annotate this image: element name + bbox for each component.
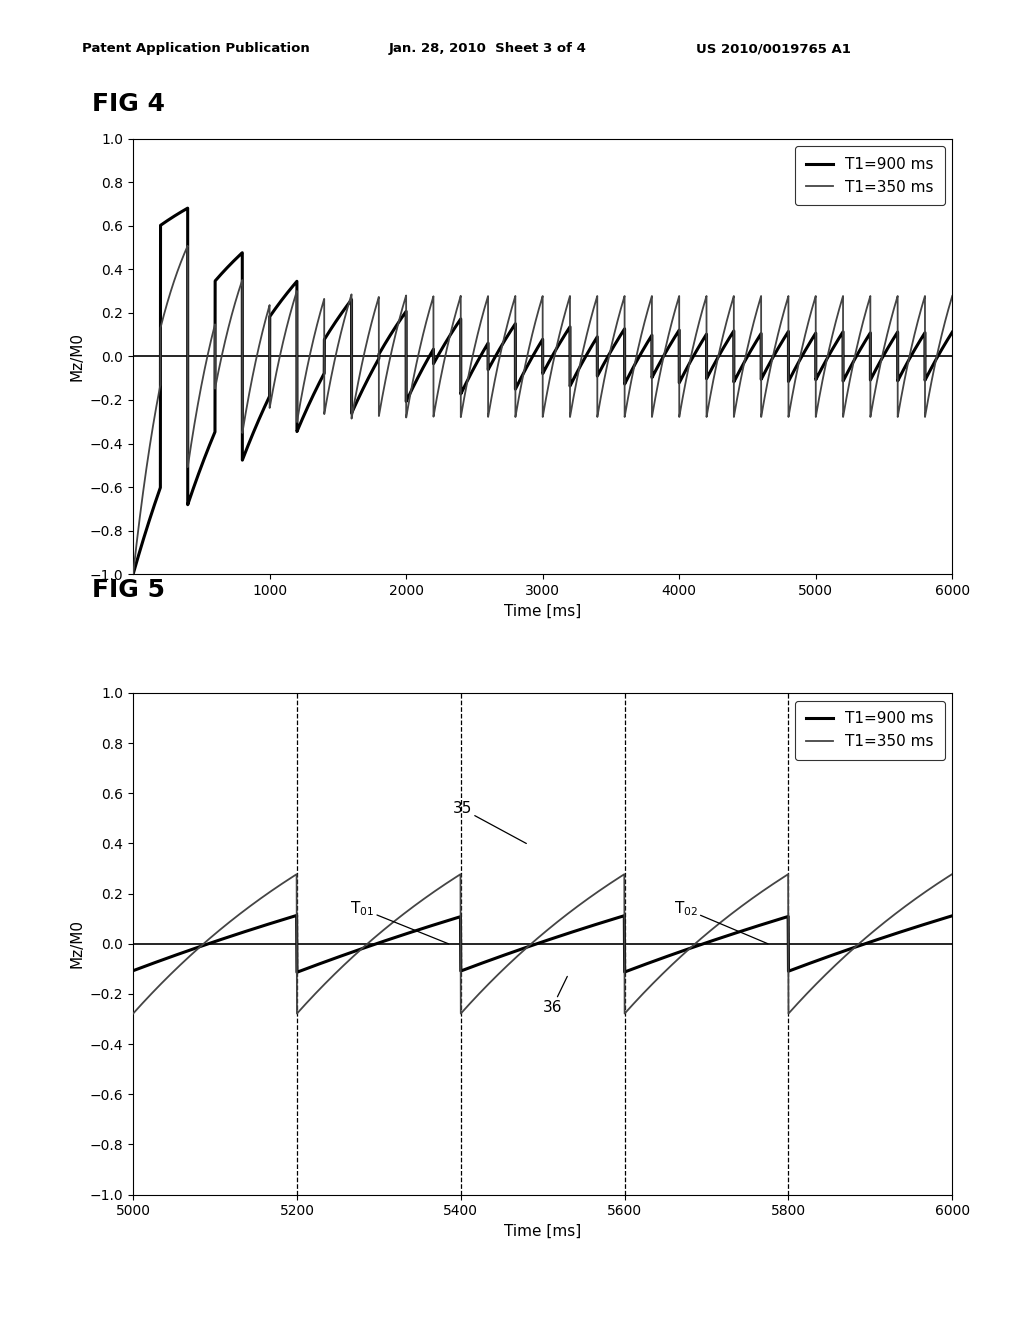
Legend: T1=900 ms, T1=350 ms: T1=900 ms, T1=350 ms [795, 701, 945, 760]
Text: Patent Application Publication: Patent Application Publication [82, 42, 309, 55]
Text: 35: 35 [453, 801, 526, 843]
Text: Jan. 28, 2010  Sheet 3 of 4: Jan. 28, 2010 Sheet 3 of 4 [389, 42, 587, 55]
Text: T$_{01}$: T$_{01}$ [350, 900, 449, 944]
Y-axis label: Mz/M0: Mz/M0 [70, 919, 84, 969]
Text: FIG 4: FIG 4 [92, 92, 165, 116]
X-axis label: Time [ms]: Time [ms] [504, 1224, 582, 1239]
Text: US 2010/0019765 A1: US 2010/0019765 A1 [696, 42, 851, 55]
Text: FIG 5: FIG 5 [92, 578, 165, 602]
Legend: T1=900 ms, T1=350 ms: T1=900 ms, T1=350 ms [795, 147, 945, 206]
X-axis label: Time [ms]: Time [ms] [504, 603, 582, 619]
Y-axis label: Mz/M0: Mz/M0 [70, 331, 84, 381]
Text: T$_{02}$: T$_{02}$ [674, 900, 768, 944]
Text: 36: 36 [543, 977, 567, 1015]
